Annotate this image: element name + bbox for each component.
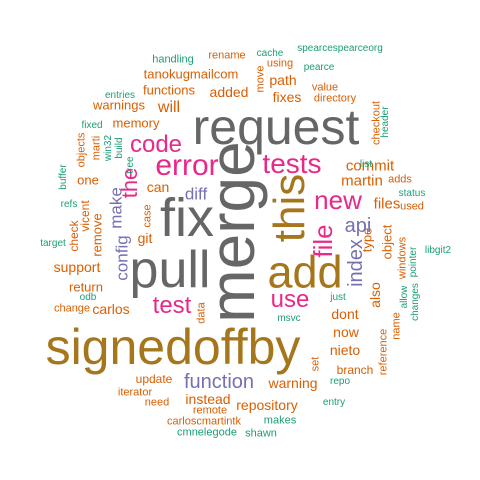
word-vicent: vicent [78, 200, 92, 232]
word-branch: branch [336, 363, 374, 377]
word-repo: repo [329, 376, 351, 387]
word-tests: tests [262, 148, 322, 179]
word-error: error [155, 149, 219, 182]
word-api: api [344, 215, 372, 237]
word-object: object [379, 224, 395, 260]
word-signedoffby: signedoffby [45, 319, 301, 375]
word-will: will [157, 99, 181, 116]
word-this: this [265, 173, 314, 243]
word-files: files [373, 195, 401, 213]
word-fixed: fixed [81, 120, 103, 131]
word-make: make [106, 187, 126, 229]
word-function: function [183, 371, 255, 393]
word-name: name [390, 312, 403, 340]
word-can: can [146, 179, 170, 195]
word-warning: warning [268, 375, 318, 391]
word-entries: entries [104, 90, 136, 101]
word-refs: refs [60, 199, 78, 210]
word-pearce: pearce [303, 62, 335, 73]
word-diff: diff [184, 184, 208, 204]
word-dont: dont [331, 306, 359, 322]
word-odb: odb [79, 292, 97, 303]
word-new: new [314, 185, 362, 215]
word-rename: rename [208, 49, 246, 62]
word-test: test [152, 292, 192, 319]
word-use: use [270, 286, 310, 313]
word-allow: allow [399, 285, 410, 309]
word-used: used [400, 200, 424, 213]
word-cmnelegode: cmnelegode [177, 426, 237, 439]
word-fixes: fixes [272, 89, 302, 105]
word-buffer: buffer [58, 164, 69, 190]
word-set: set [309, 356, 322, 372]
word-data: data [195, 302, 208, 324]
word-type: type [359, 227, 375, 253]
word-update: update [135, 372, 173, 386]
word-pointer: pointer [408, 246, 419, 278]
word-need: need [144, 396, 170, 409]
word-spearcespearceorg: spearcespearceorg [297, 43, 383, 54]
word-fix: fix [160, 188, 214, 248]
word-carloscmartintk: carloscmartintk [167, 415, 241, 428]
word-windows: windows [396, 236, 409, 280]
word-file: file [308, 224, 338, 258]
word-one: one [77, 172, 99, 188]
word-code: code [129, 131, 183, 158]
word-marti: marti [90, 135, 103, 161]
word-now: now [333, 324, 359, 340]
word-value: value [311, 81, 339, 94]
word-status: status [398, 188, 426, 199]
word-changes: changes [410, 283, 421, 321]
word-cache: cache [256, 48, 284, 59]
word-iterator: iterator [117, 386, 153, 399]
word-directory: directory [313, 92, 357, 105]
word-remote: remote [192, 404, 228, 417]
word-entry: entry [322, 397, 346, 408]
word-functions: functions [142, 82, 196, 98]
word-adds: adds [388, 173, 412, 186]
word-return: return [69, 279, 103, 295]
word-list: list [359, 159, 373, 170]
word-win32: win32 [103, 134, 114, 162]
word-libgit2: libgit2 [424, 245, 452, 256]
word-path: path [269, 72, 297, 88]
word-tanokugmailcom: tanokugmailcom [143, 66, 239, 82]
word-nieto: nieto [329, 342, 361, 358]
word-config: config [112, 235, 132, 281]
word-git: git [137, 230, 153, 246]
word-build: build [114, 137, 125, 159]
word-move: move [254, 65, 267, 93]
word-warnings: warnings [92, 97, 146, 113]
word-added: added [209, 84, 249, 100]
word-change: change [53, 302, 91, 315]
word-case: case [141, 204, 154, 228]
word-support: support [53, 259, 101, 275]
word-pull: pull [129, 241, 211, 299]
word-handling: handling [152, 53, 194, 66]
word-header: header [380, 106, 391, 138]
word-msvc: msvc [277, 313, 301, 324]
word-using: using [266, 57, 294, 70]
word-commit: commit [345, 157, 395, 175]
word-martin: martin [341, 172, 383, 190]
word-memory: memory [112, 115, 160, 131]
word-shawn: shawn [245, 427, 277, 440]
word-request: request [192, 99, 360, 155]
word-tree: tree [125, 156, 136, 174]
word-objects: objects [75, 132, 88, 168]
word-repository: repository [236, 397, 298, 413]
word-target: target [40, 238, 66, 249]
word-just: just [330, 292, 346, 303]
word-reference: reference [377, 328, 390, 376]
word-instead: instead [185, 391, 231, 407]
word-also: also [367, 282, 383, 308]
word-makes: makes [263, 414, 297, 427]
word-remove: remove [89, 213, 105, 257]
word-carlos: carlos [92, 301, 130, 317]
word-add: add [267, 246, 343, 298]
